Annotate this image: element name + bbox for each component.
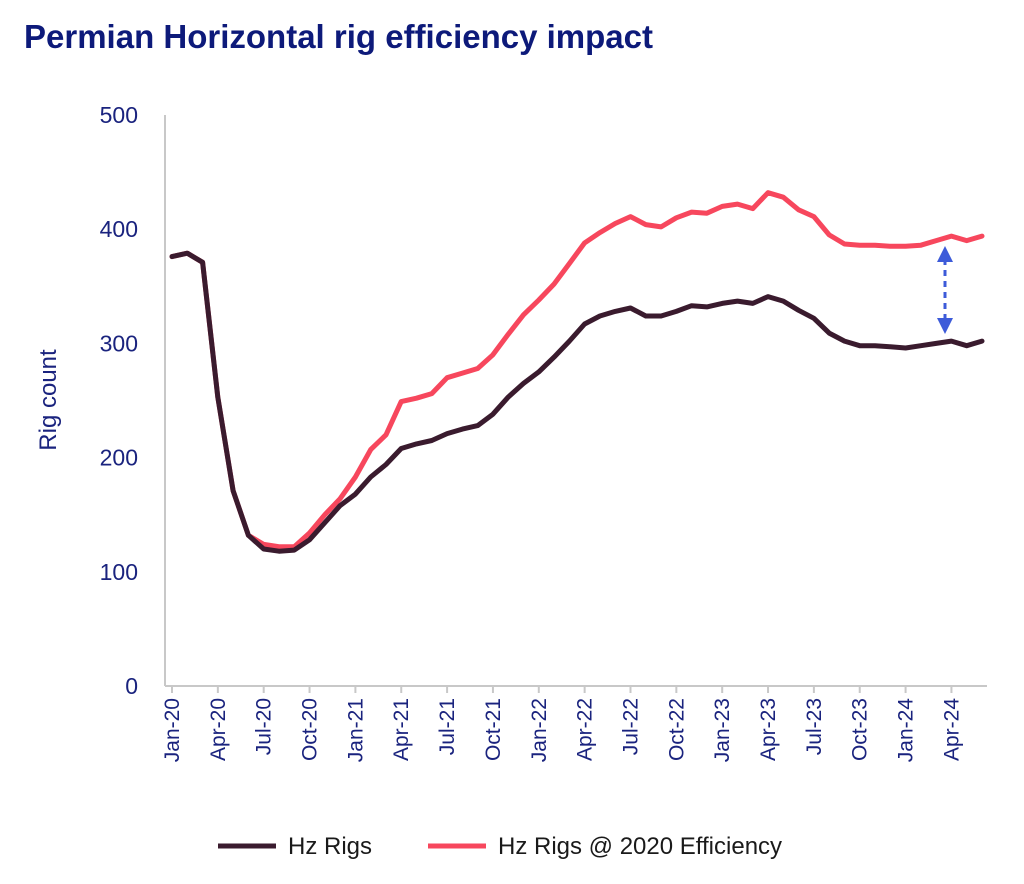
legend-label-hz-rigs-2020-efficiency: Hz Rigs @ 2020 Efficiency <box>498 833 782 860</box>
x-tick-label: Jan-21 <box>344 698 367 762</box>
x-tick-label: Apr-22 <box>574 698 597 761</box>
x-tick-label: Jan-20 <box>161 698 184 762</box>
x-tick-label: Oct-23 <box>849 698 872 761</box>
y-tick-label: 100 <box>100 559 138 585</box>
y-tick-label: 0 <box>125 673 138 699</box>
y-axis: 0 100 200 300 400 500 <box>100 102 166 699</box>
series-lines <box>169 190 985 554</box>
y-tick-label: 400 <box>100 216 138 242</box>
y-tick-label: 200 <box>100 445 138 471</box>
x-tick-label: Jul-22 <box>619 698 642 755</box>
gap-arrow-annotation <box>937 246 953 334</box>
x-tick-label: Jul-20 <box>253 698 276 755</box>
legend: Hz Rigs Hz Rigs @ 2020 Efficiency <box>218 833 782 860</box>
x-tick-label: Oct-20 <box>299 698 322 761</box>
x-tick-label: Jan-24 <box>895 698 918 763</box>
x-tick-label: Apr-21 <box>390 698 413 761</box>
x-tick-label: Oct-22 <box>665 698 688 761</box>
x-tick-label: Jan-22 <box>528 698 551 762</box>
series-line-hz-rigs-2020-efficiency <box>169 190 985 550</box>
y-axis-label: Rig count <box>35 349 62 451</box>
gap-arrow-head-down <box>937 318 953 334</box>
x-axis: Jan-20 Apr-20 Jul-20 Oct-20 Jan-21 Apr-21 Jul-… <box>161 685 987 763</box>
x-tick-label: Oct-21 <box>482 698 505 761</box>
chart-title: Permian Horizontal rig efficiency impact <box>24 18 653 55</box>
x-tick-label: Apr-20 <box>207 698 230 761</box>
x-tick-label: Jul-21 <box>436 698 459 755</box>
series-line-hz-rigs <box>169 250 985 554</box>
x-tick-label: Apr-24 <box>940 698 963 761</box>
x-tick-label: Jan-23 <box>711 698 734 762</box>
legend-label-hz-rigs: Hz Rigs <box>288 833 372 860</box>
y-tick-label: 300 <box>100 330 138 356</box>
x-tick-label: Jul-23 <box>803 698 826 755</box>
y-tick-label: 500 <box>100 102 138 128</box>
gap-arrow-head-up <box>937 246 953 262</box>
x-tick-label: Apr-23 <box>757 698 780 761</box>
